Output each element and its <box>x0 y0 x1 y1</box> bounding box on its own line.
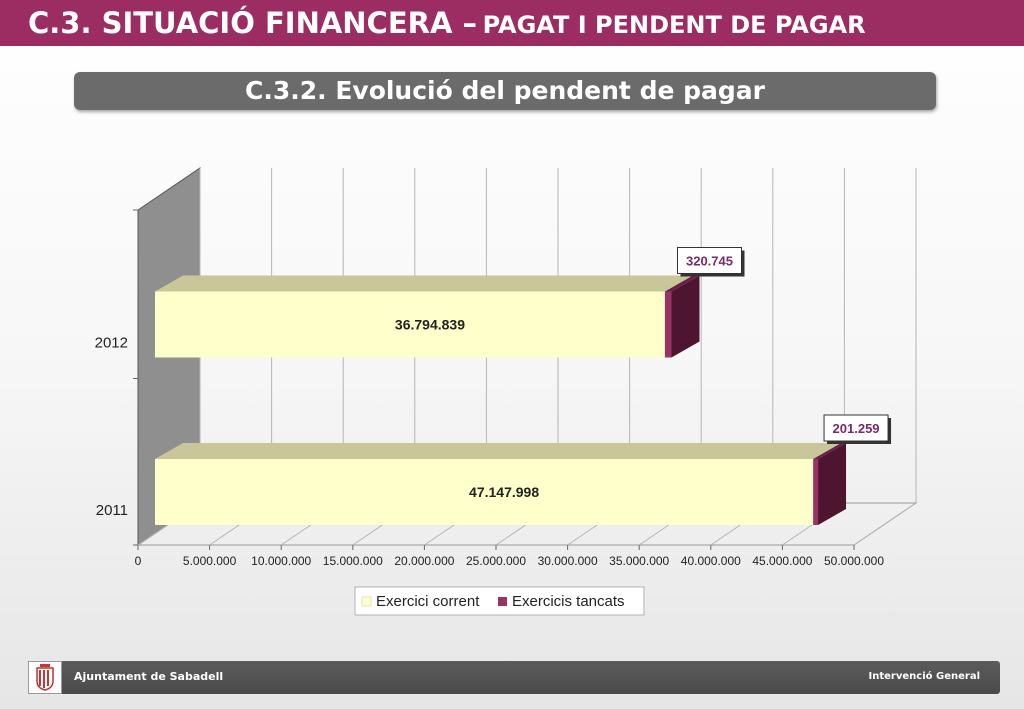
x-tick-label: 15.000.000 <box>323 554 383 568</box>
x-tick-label: 10.000.000 <box>251 554 311 568</box>
footer-dept: Intervenció General <box>868 671 980 682</box>
header-bar: C.3. SITUACIÓ FINANCERA – PAGAT I PENDEN… <box>0 0 1024 46</box>
x-tick-label: 30.000.000 <box>538 554 598 568</box>
legend-label-closed: Exercicis tancats <box>512 593 625 610</box>
data-label-current: 36.794.839 <box>395 317 465 333</box>
legend-swatch-closed <box>498 597 507 606</box>
bar-closed-top <box>664 275 700 292</box>
footer-bar: Ajuntament de Sabadell Intervenció Gener… <box>28 661 1000 694</box>
page-title: C.3. SITUACIÓ FINANCERA – PAGAT I PENDEN… <box>28 6 866 40</box>
x-tick-label: 0 <box>135 554 142 568</box>
section-title: C.3.2. Evolució del pendent de pagar <box>244 76 765 105</box>
data-label-current: 47.147.998 <box>469 484 539 500</box>
x-tick-label: 20.000.000 <box>394 554 454 568</box>
x-tick-label: 45.000.000 <box>752 554 812 568</box>
x-tick-label: 40.000.000 <box>681 554 741 568</box>
bar-current-top <box>155 443 842 459</box>
bar-closed-front <box>813 459 819 525</box>
bar-closed-front <box>664 291 672 358</box>
x-tick-label: 50.000.000 <box>824 554 884 568</box>
bar-closed-side <box>671 275 700 358</box>
bar-current-top <box>155 275 693 292</box>
legend-label-current: Exercici corrent <box>376 593 480 610</box>
gridline-floor <box>853 502 917 546</box>
bar-closed-top <box>813 443 847 459</box>
category-label: 2012 <box>95 335 128 352</box>
page-title-sub: PAGAT I PENDENT DE PAGAR <box>482 11 866 39</box>
city-logo <box>28 661 62 694</box>
category-label: 2011 <box>96 502 128 519</box>
x-tick-label: 5.000.000 <box>183 554 237 568</box>
bar-current-front <box>155 459 814 525</box>
bar-current-front <box>155 291 665 358</box>
x-tick-label: 25.000.000 <box>466 554 526 568</box>
x-tick-label: 35.000.000 <box>609 554 669 568</box>
legend-swatch-current <box>361 596 372 607</box>
bar-closed-side <box>818 443 847 525</box>
section-banner: C.3.2. Evolució del pendent de pagar <box>74 72 936 110</box>
footer-org: Ajuntament de Sabadell <box>74 670 224 683</box>
page-title-main: C.3. SITUACIÓ FINANCERA – <box>28 6 478 40</box>
data-label-closed-box <box>823 414 889 442</box>
data-label-closed: 320.745 <box>686 254 733 269</box>
data-label-closed: 201.259 <box>833 421 880 436</box>
data-label-closed-box <box>676 247 742 274</box>
